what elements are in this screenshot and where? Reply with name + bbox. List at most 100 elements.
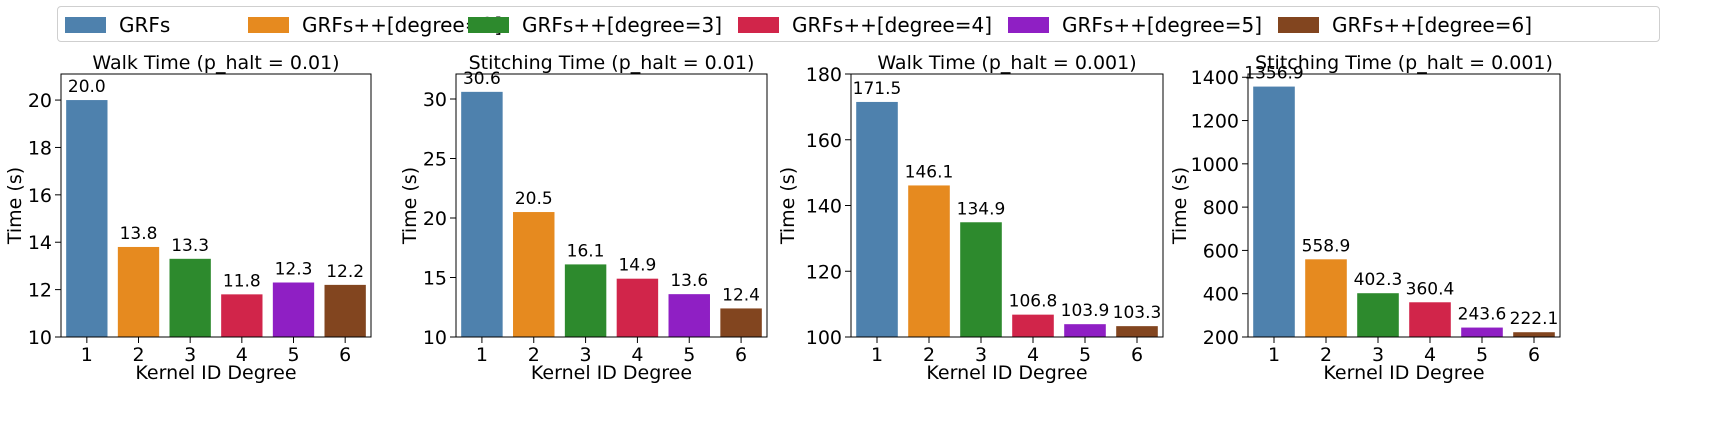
bar-value-label: 14.9: [618, 256, 656, 276]
x-tick-label: 6: [735, 344, 747, 366]
bar: [513, 212, 555, 337]
bar: [668, 294, 710, 337]
x-tick-label: 6: [1528, 344, 1540, 366]
plot-frame: [60, 73, 372, 338]
x-tick-label: 1: [81, 344, 93, 366]
bar-value-label: 16.1: [567, 241, 605, 261]
bar: [272, 282, 315, 337]
bar: [1012, 314, 1054, 337]
y-tick-label: 1400: [1191, 67, 1239, 89]
y-axis-label: Time (s): [1169, 167, 1191, 245]
y-axis-label: Time (s): [399, 167, 421, 245]
plot-frame: [850, 73, 1164, 338]
bar-value-label: 106.8: [1009, 292, 1058, 312]
x-tick-label: 6: [339, 344, 351, 366]
bar-value-label: 146.1: [905, 162, 954, 182]
bar-value-label: 20.5: [515, 189, 553, 209]
y-tick-label: 120: [806, 261, 842, 283]
legend-swatch: [738, 17, 779, 33]
bar-value-label: 13.6: [670, 271, 708, 291]
chart-title: Walk Time (p_halt = 0.01): [92, 52, 339, 74]
y-tick-label: 1000: [1191, 154, 1239, 176]
x-tick-label: 5: [287, 344, 299, 366]
x-tick-label: 4: [631, 344, 643, 366]
bar-value-label: 13.3: [171, 236, 209, 256]
chart-panel: 20.0 1 13.8 2 13.3 3 11.8 4 12.3 5 12.2 6 10 12 14 16 18…: [4, 52, 372, 384]
chart-title: Stitching Time (p_halt = 0.001): [1255, 52, 1553, 74]
bar: [66, 100, 108, 337]
x-tick-label: 4: [1424, 344, 1436, 366]
x-axis-label: Kernel ID Degree: [531, 362, 692, 384]
chart-title: Walk Time (p_halt = 0.001): [877, 52, 1136, 74]
x-axis-label: Kernel ID Degree: [135, 362, 296, 384]
bar: [1461, 327, 1503, 337]
x-tick-label: 5: [1476, 344, 1488, 366]
y-tick-label: 140: [806, 196, 842, 218]
x-tick-label: 2: [1320, 344, 1332, 366]
bar: [856, 101, 898, 337]
legend-label: GRFs++[degree=5]: [1062, 13, 1263, 37]
bar-value-label: 20.0: [68, 77, 106, 97]
y-tick-label: 10: [28, 327, 52, 349]
bar-value-label: 13.8: [120, 224, 158, 244]
x-axis-label: Kernel ID Degree: [1323, 362, 1484, 384]
legend-swatch: [468, 17, 509, 33]
bar: [461, 91, 503, 337]
y-tick-label: 15: [423, 267, 447, 289]
x-tick-label: 5: [683, 344, 695, 366]
y-tick-label: 16: [28, 185, 52, 207]
bar: [169, 258, 211, 337]
x-tick-label: 3: [975, 344, 987, 366]
bar: [564, 264, 607, 337]
y-tick-label: 12: [28, 280, 52, 302]
y-tick-label: 160: [806, 130, 842, 152]
bar-value-label: 222.1: [1510, 309, 1559, 329]
y-tick-label: 200: [1203, 327, 1239, 349]
bar-value-label: 103.3: [1113, 303, 1162, 323]
legend-label: GRFs++[degree=6]: [1332, 13, 1533, 37]
y-tick-label: 600: [1203, 240, 1239, 262]
chart-panel: 30.6120.5216.1314.9413.6512.461015202530…: [399, 52, 768, 384]
x-tick-label: 2: [132, 344, 144, 366]
bar-value-label: 243.6: [1458, 305, 1507, 325]
legend-item: GRFs++[degree=6]: [1278, 7, 1532, 43]
x-axis-label: Kernel ID Degree: [926, 362, 1087, 384]
chart-panel: 171.5 1 146.1 2 134.9 3 106.8 4 103.9 5 103.3 6 100 1…: [777, 52, 1164, 384]
bar-value-label: 134.9: [957, 199, 1006, 219]
x-tick-label: 1: [1268, 344, 1280, 366]
y-tick-label: 10: [423, 327, 447, 349]
y-tick-label: 1200: [1191, 111, 1239, 133]
x-tick-label: 4: [236, 344, 248, 366]
bar: [117, 246, 160, 337]
x-tick-label: 5: [1079, 344, 1091, 366]
bar: [1305, 259, 1347, 337]
bar: [720, 308, 762, 337]
bar: [1513, 332, 1555, 337]
bar-value-label: 103.9: [1061, 301, 1110, 321]
y-tick-label: 20: [28, 90, 52, 112]
bar: [324, 284, 366, 337]
legend-item: GRFs++[degree=3]: [468, 7, 722, 43]
y-tick-label: 25: [423, 148, 447, 170]
x-tick-label: 6: [1131, 344, 1143, 366]
bar-value-label: 12.2: [326, 262, 364, 282]
x-tick-label: 4: [1027, 344, 1039, 366]
bar: [1409, 302, 1451, 337]
y-tick-label: 14: [28, 232, 52, 254]
bar-value-label: 360.4: [1406, 279, 1455, 299]
bar-value-label: 12.3: [275, 260, 313, 280]
bar: [908, 185, 950, 337]
bar-value-label: 171.5: [853, 79, 902, 99]
y-tick-label: 400: [1203, 284, 1239, 306]
x-tick-label: 3: [580, 344, 592, 366]
bar-value-label: 402.3: [1354, 270, 1403, 290]
x-tick-label: 3: [184, 344, 196, 366]
legend-item: GRFs++[degree=5]: [1008, 7, 1262, 43]
y-tick-label: 20: [423, 208, 447, 230]
bar: [1116, 326, 1158, 337]
bar: [1357, 293, 1399, 337]
chart-title: Stitching Time (p_halt = 0.01): [469, 52, 755, 74]
x-tick-label: 1: [476, 344, 488, 366]
x-tick-label: 2: [923, 344, 935, 366]
